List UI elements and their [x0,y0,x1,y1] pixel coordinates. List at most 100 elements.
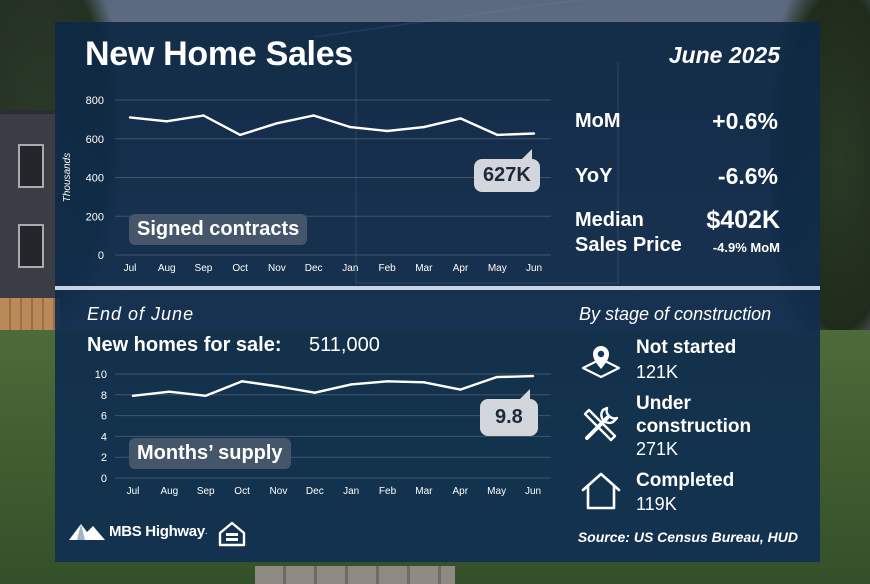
signed-contracts-y-tick-label: 800 [86,95,104,107]
signed-contracts-data-point [532,132,536,135]
background-window [18,144,44,188]
months-supply-x-tick-label: May [487,486,506,497]
months-supply-x-tick-label: Nov [270,486,288,497]
months-supply-data-point [422,381,426,384]
months-supply-x-tick-label: Feb [379,486,397,497]
background-walkway [255,566,455,584]
yoy-label: YoY [575,165,613,187]
signed-contracts-x-tick-label: Mar [415,263,433,274]
months-supply-chart: 0 2 4 6 8 10 Jul Aug Sep Oct Nov Dec Jan Feb Mar Apr May… [95,369,551,497]
stage-under-construction-line2: construction [636,416,752,437]
signed-contracts-x-tick-label: Aug [158,263,176,274]
signed-contracts-data-point [459,117,462,120]
months-supply-x-tick-label: Dec [306,486,324,497]
map-pin-icon [581,346,621,379]
logo-text: MBS Highway [109,522,205,540]
months-supply-x-tick-label: Sep [197,486,215,497]
stage-under-construction-line1: Under [636,393,691,414]
signed-contracts-x-tick-label: Jun [526,263,542,274]
median-price-change: -4.9% MoM [712,240,780,255]
signed-contracts-y-tick-label: 200 [86,211,104,223]
signed-contracts-data-point [202,114,205,117]
signed-contracts-x-tick-label: Jan [342,263,358,274]
report-period: June 2025 [668,42,780,68]
signed-contracts-x-tick-label: Jul [124,263,137,274]
months-supply-y-tick-label: 0 [101,473,107,485]
tools-icon [583,406,619,442]
months-supply-data-point [313,391,317,394]
latest-supply-callout: 9.8 [480,389,538,436]
background-house [0,110,60,314]
signed-contracts-x-tick-label: May [488,263,507,274]
months-supply-data-point [531,374,535,378]
page-title: New Home Sales [85,35,353,73]
homes-for-sale-value: 511,000 [309,334,380,356]
months-supply-x-tick-label: Apr [452,486,468,497]
median-price-value: $402K [706,206,780,234]
mountain-logo-icon [69,524,105,540]
signed-contracts-x-tick-label: Dec [305,263,323,274]
months-supply-x-tick-label: Aug [160,486,178,497]
logo-mark: . [204,525,208,537]
months-supply-x-tick-label: Jul [127,486,140,497]
signed-contracts-data-point [496,133,499,137]
signed-contracts-data-point [349,125,352,129]
months-supply-data-point [459,388,462,391]
months-supply-x-tick-label: Oct [234,486,250,497]
signed-contracts-y-tick-label: 600 [86,134,104,146]
inventory-period: End of June [87,304,195,324]
section-divider [55,286,820,290]
signed-contracts-data-point [275,122,279,125]
months-supply-data-point [168,390,171,393]
signed-contracts-label: Signed contracts [129,214,308,245]
latest-sales-callout: 627K [474,149,540,192]
stage-completed-name: Completed [636,470,735,491]
mom-label: MoM [575,110,621,132]
months-supply-x-tick-label: Mar [415,486,433,497]
median-price-label-line2: Sales Price [575,234,682,256]
background-window [18,224,44,268]
homes-for-sale-label: New homes for sale: [87,334,282,356]
stage-section-title: By stage of construction [579,304,772,324]
signed-contracts-x-tick-label: Apr [453,263,469,274]
stage-not-started-count: 121K [636,362,679,382]
signed-contracts-y-axis-label: Thousands [62,153,73,202]
signed-contracts-series-line [129,114,535,137]
signed-contracts-chart: 0 200 400 600 800 Jul Aug Sep Oct Nov Dec Jan Feb Mar… [62,95,551,274]
signed-contracts-x-tick-label: Nov [268,263,286,274]
mbs-highway-logo: MBS Highway. [69,522,208,540]
months-supply-data-point [349,383,353,386]
data-source: Source: US Census Bureau, HUD [577,529,798,545]
months-supply-data-point [277,385,280,388]
months-supply-y-tick-label: 8 [101,390,107,402]
equal-housing-icon [218,521,246,547]
house-watermark [355,62,619,284]
median-price-label-line1: Median [575,209,644,231]
infographic-panel: New Home Sales June 2025 0 200 400 600 800 Ju… [55,0,820,562]
yoy-value: -6.6% [717,163,778,189]
signed-contracts-data-point [385,129,389,133]
months-supply-data-point [204,394,207,398]
signed-contracts-x-tick-label: Oct [232,263,248,274]
months-supply-data-point [240,380,244,383]
stage-under-construction-count: 271K [636,439,679,459]
months-supply-data-point [131,394,135,398]
months-supply-x-tick-label: Jun [525,486,541,497]
months-supply-data-point [386,380,389,383]
months-supply-series-line [132,374,534,397]
months-supply-y-tick-label: 6 [101,411,107,423]
signed-contracts-y-tick-label: 400 [86,173,104,185]
signed-contracts-data-point [422,125,426,129]
signed-contracts-x-tick-label: Sep [195,263,213,274]
signed-contracts-data-point [238,133,242,137]
signed-contracts-data-point [128,116,132,119]
months-supply-x-tick-label: Jan [343,486,359,497]
months-supply-label: Months’ supply [129,438,291,469]
months-supply-y-tick-label: 10 [95,369,107,381]
stage-completed-count: 119K [636,494,677,514]
signed-contracts-data-point [312,114,315,117]
signed-contracts-x-tick-label: Feb [378,263,396,274]
signed-contracts-y-tick-label: 0 [98,250,104,262]
signed-contracts-data-point [165,120,168,123]
median-price-label: Median Sales Price [575,208,682,258]
